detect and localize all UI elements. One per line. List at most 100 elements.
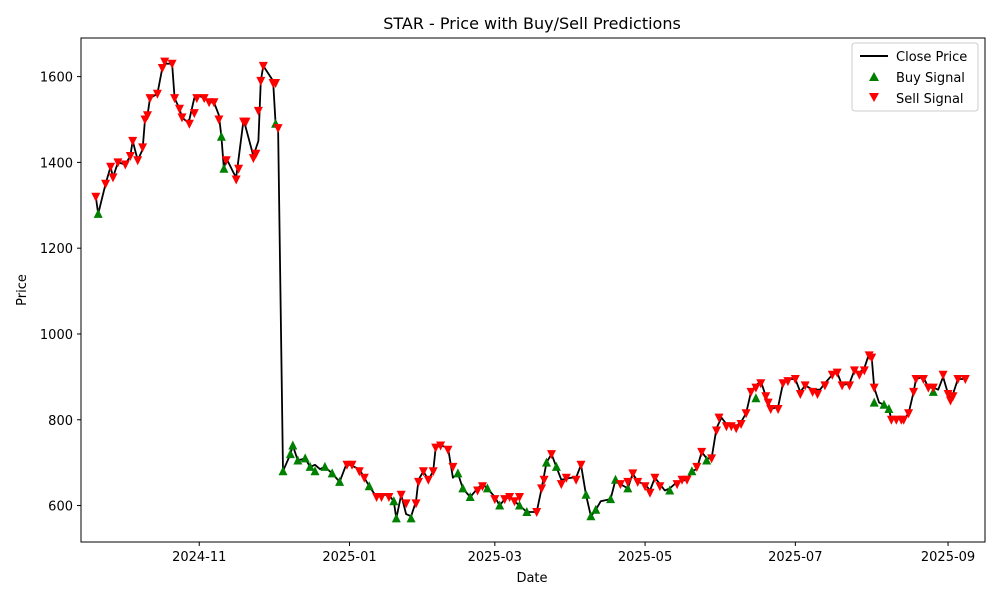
legend-box — [851, 42, 979, 112]
buy-signal-marker — [293, 455, 303, 465]
sell-signal-marker — [234, 164, 244, 174]
sell-signal-marker — [510, 497, 519, 507]
sell-signal-marker — [199, 94, 209, 104]
legend-close-price-label: Close Price — [896, 50, 967, 65]
y-tick-label: 1000 — [40, 328, 73, 343]
buy-signal-marker — [522, 507, 532, 516]
sell-signal-marker — [763, 398, 773, 408]
buy-signal-marker — [591, 504, 601, 514]
buy-signal-marker — [453, 468, 463, 478]
sell-signal-marker — [827, 370, 837, 380]
buy-signal-marker — [327, 468, 337, 478]
sell-signal-marker — [256, 76, 266, 86]
y-tick-label: 1400 — [40, 156, 73, 171]
sell-signal-marker — [120, 160, 130, 170]
buy-signal-marker — [551, 461, 561, 471]
buy-signal-marker — [542, 457, 551, 467]
sell-signal-marker — [411, 499, 421, 509]
legend: Close Price Buy Signal Sell Signal — [851, 42, 979, 112]
sell-signal-marker — [655, 482, 665, 492]
sell-signal-marker — [938, 370, 948, 380]
buy-signal-marker — [364, 481, 374, 491]
buy-signal-marker — [482, 483, 492, 493]
sell-signal-marker — [960, 375, 970, 384]
sell-signal-marker — [909, 387, 919, 397]
buy-signal-marker — [465, 492, 475, 501]
buy-signal-marker — [278, 466, 288, 476]
sell-signal-marker — [177, 113, 187, 123]
sell-signal-marker — [384, 493, 394, 502]
sell-signal-marker — [273, 124, 283, 134]
y-tick-label: 1200 — [40, 242, 73, 257]
sell-signal-marker — [761, 392, 771, 402]
sell-signal-marker — [778, 379, 788, 389]
sell-signal-marker — [532, 508, 542, 517]
sell-signal-marker — [505, 493, 515, 502]
x-tick-label: 2025-07 — [768, 550, 822, 565]
sell-signal-marker — [354, 467, 364, 477]
y-tick-label: 1600 — [40, 71, 73, 86]
sell-signal-marker — [160, 57, 170, 67]
buy-signal-marker — [515, 500, 524, 510]
legend-buy-signal-label: Buy Signal — [896, 71, 965, 86]
sell-signal-marker — [490, 495, 500, 505]
sell-signal-marker — [633, 477, 643, 487]
sell-signal-marker — [253, 106, 263, 116]
sell-signal-marker — [473, 486, 483, 496]
buy-signal-marker — [458, 483, 468, 493]
sell-signal-marker — [241, 117, 251, 127]
sell-signal-marker — [515, 493, 524, 502]
sell-signal-marker — [192, 94, 202, 104]
sell-signal-marker — [133, 156, 143, 166]
sell-signal-marker — [766, 405, 776, 414]
buy-signal-marker — [406, 513, 416, 523]
sell-signal-marker — [837, 381, 847, 391]
sell-signal-marker — [436, 441, 446, 451]
legend-sell-signal-label: Sell Signal — [896, 92, 964, 107]
plot-area — [81, 38, 985, 542]
buy-signal-marker — [879, 399, 889, 409]
sell-signal-marker — [751, 383, 761, 393]
sell-signal-marker — [167, 59, 177, 69]
sell-signal-marker — [849, 366, 859, 376]
sell-signal-marker — [448, 462, 458, 472]
sell-signal-marker — [783, 377, 793, 387]
sell-signal-marker — [251, 149, 261, 159]
sell-signal-marker — [500, 495, 510, 505]
buy-signal-marker — [586, 511, 596, 521]
sell-signal-marker — [773, 405, 783, 414]
sell-signal-marker — [106, 162, 116, 172]
sell-signal-marker — [396, 490, 406, 500]
sell-signal-marker — [672, 480, 682, 490]
sell-signal-marker — [736, 420, 746, 429]
sell-signal-marker — [707, 454, 717, 464]
sell-signal-marker — [714, 413, 724, 423]
sell-signal-marker — [428, 467, 438, 477]
buy-signal-marker — [219, 163, 229, 173]
buy-signal-marker — [216, 131, 226, 141]
series-layer — [91, 57, 970, 523]
buy-signal-marker — [495, 500, 505, 510]
sell-signal-marker — [145, 94, 155, 104]
legend-sell-signal-swatch — [869, 93, 879, 102]
sell-signal-marker — [650, 473, 660, 483]
x-axis: 2024-11 2025-01 2025-03 2025-05 2025-07 2025-… — [172, 542, 975, 565]
sell-signal-marker — [414, 477, 423, 487]
plot-frame — [80, 37, 986, 543]
buy-signal-marker — [869, 397, 879, 407]
sell-signal-marker — [712, 426, 721, 436]
sell-signal-marker — [561, 473, 571, 483]
sell-signal-marker — [832, 368, 842, 378]
buy-signal-marker — [623, 483, 633, 493]
sell-signal-marker — [820, 381, 830, 391]
buy-signal-marker — [288, 440, 298, 450]
sell-signal-marker — [697, 447, 707, 457]
y-tick-label: 600 — [48, 500, 73, 515]
buy-signal-marker — [581, 489, 591, 499]
sell-signal-marker — [623, 477, 633, 487]
sell-signal-marker — [640, 482, 650, 492]
sell-signal-marker — [731, 424, 741, 434]
x-tick-label: 2025-01 — [322, 550, 376, 565]
sell-signal-marker — [859, 366, 869, 376]
